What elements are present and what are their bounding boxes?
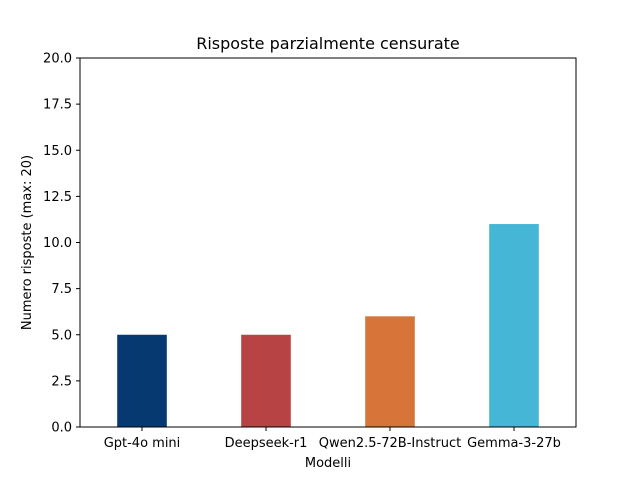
plot-frame: [79, 57, 577, 428]
bar-0: [117, 334, 167, 427]
y-tick-label: 0.0: [51, 421, 72, 436]
chart-title: Risposte parzialmente censurate: [196, 34, 460, 53]
bar-1: [241, 334, 291, 427]
y-tick-label: 20.0: [43, 52, 72, 67]
bar-2: [365, 316, 415, 427]
x-axis-label: Modelli: [305, 456, 351, 471]
bar-3: [489, 224, 539, 427]
y-tick-label: 12.5: [43, 190, 72, 205]
y-axis-label: Numero risposte (max: 20): [20, 155, 35, 330]
x-axis: Gpt-4o mini Deepseek-r1 Qwen2.5-72B-Instru…: [104, 427, 561, 451]
y-tick-label: 2.5: [51, 374, 72, 389]
y-tick-label: 17.5: [43, 98, 72, 113]
y-tick-label: 10.0: [43, 236, 72, 251]
x-tick-label: Deepseek-r1: [225, 436, 308, 451]
y-tick-label: 7.5: [51, 282, 72, 297]
y-tick-label: 15.0: [43, 144, 72, 159]
y-axis: 0.0 2.5 5.0 7.5 10.0 12.5 15.0 17.5 20.0: [43, 52, 80, 436]
bars-group: [117, 224, 539, 427]
x-tick-label: Gpt-4o mini: [104, 436, 181, 451]
y-tick-label: 5.0: [51, 328, 72, 343]
x-tick-label: Gemma-3-27b: [467, 436, 561, 451]
x-tick-label: Qwen2.5-72B-Instruct: [319, 436, 461, 451]
